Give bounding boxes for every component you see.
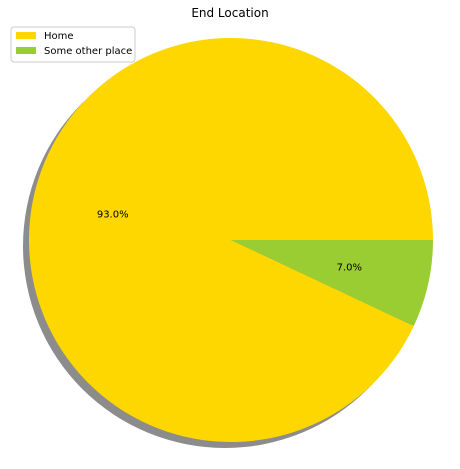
legend-swatch-some-other-place: [16, 47, 36, 54]
pie-labels-group: 93.0% 7.0%: [97, 210, 362, 274]
legend-box: [10, 26, 136, 63]
pie-label-some-other-place: 7.0%: [337, 262, 362, 273]
chart-title: End Location: [191, 6, 268, 20]
pie-label-home: 93.0%: [97, 210, 129, 221]
legend: Home Some other place: [10, 26, 136, 63]
legend-label-some-other-place: Some other place: [44, 46, 132, 57]
legend-label-home: Home: [44, 31, 74, 42]
pie-slice-some-other-place: [231, 240, 433, 327]
pie-slices-group: [28, 38, 434, 443]
pie-slice-home: [28, 38, 434, 443]
legend-swatch-home: [16, 32, 36, 39]
